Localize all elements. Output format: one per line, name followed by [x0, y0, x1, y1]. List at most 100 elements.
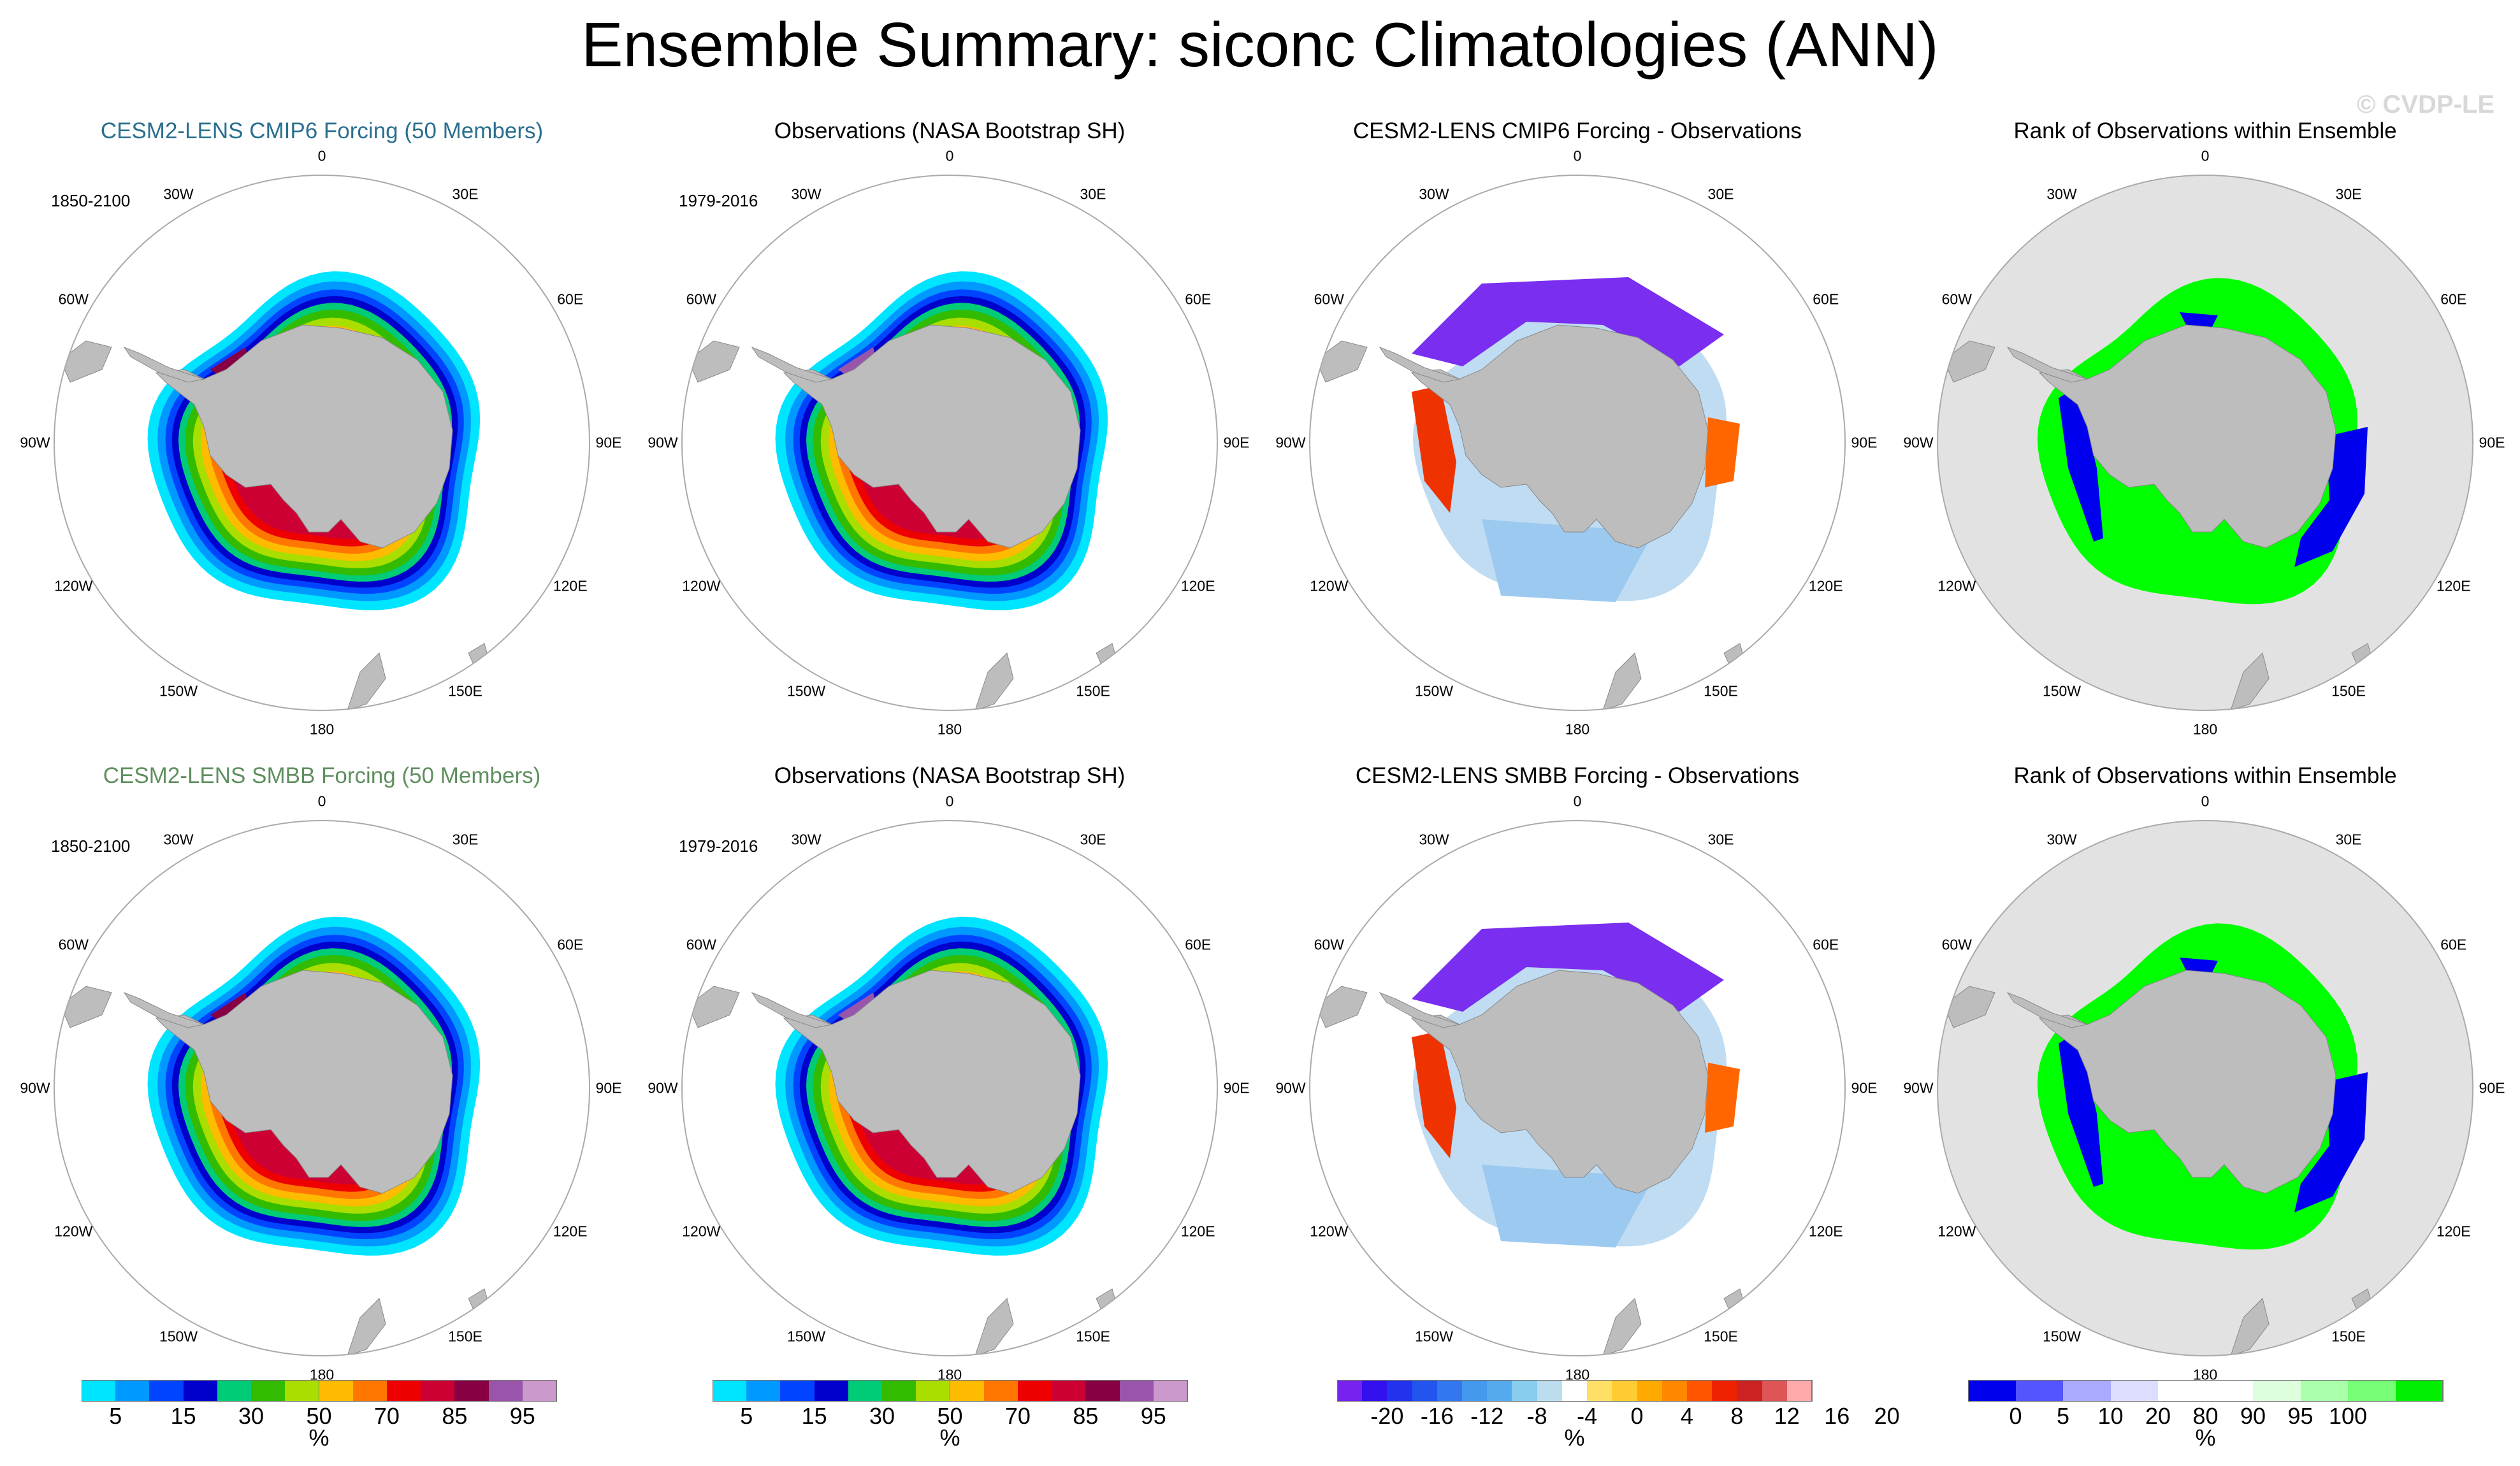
diff-positive-region	[1412, 385, 1456, 513]
longitude-label: 0	[2201, 793, 2210, 810]
colorbar-swatch	[1662, 1380, 1688, 1402]
colorbar-tick-label: 12	[1774, 1403, 1800, 1429]
colorbar-tick-label: -4	[1577, 1403, 1598, 1429]
longitude-label: 150E	[448, 1328, 482, 1345]
longitude-label: 180	[2192, 721, 2218, 738]
colorbar-swatch	[950, 1380, 985, 1402]
tasmania	[1723, 643, 1745, 668]
rank-low-region	[2059, 1031, 2103, 1187]
south-america-tip	[688, 340, 740, 383]
longitude-label: 60W	[686, 291, 716, 308]
colorbar-tick-label: 10	[2097, 1403, 2124, 1429]
colorbar-tick-label: 100	[2328, 1403, 2368, 1429]
map-boundary	[54, 175, 590, 711]
main-title: Ensemble Summary: siconc Climatologies (…	[581, 10, 1939, 80]
longitude-label: 90E	[2479, 434, 2505, 451]
colorbar-tick-label: 95	[509, 1403, 535, 1429]
colorbar-swatch	[115, 1380, 150, 1402]
tasmania	[468, 1288, 489, 1313]
panel-title: CESM2-LENS CMIP6 Forcing - Observations	[1352, 119, 1802, 143]
rank-low-region	[2059, 385, 2103, 542]
longitude-label: 90W	[648, 434, 678, 451]
tasmania	[1723, 1288, 1745, 1313]
polar-map-clim	[54, 820, 590, 1356]
colorbar-swatch	[386, 1380, 422, 1402]
antarctic-peninsula	[1379, 991, 1461, 1028]
longitude-label: 90W	[1903, 434, 1934, 451]
longitude-label: 150W	[786, 1328, 826, 1345]
longitude-label: 0	[1573, 147, 1582, 164]
panel-title: Observations (NASA Bootstrap SH)	[774, 119, 1126, 143]
antarctic-peninsula	[751, 346, 833, 383]
colorbar-tick-label: 5	[740, 1403, 753, 1429]
colorbar-tick-label: -8	[1526, 1403, 1547, 1429]
longitude-label: 60E	[557, 936, 584, 953]
longitude-label: 0	[2201, 147, 2210, 164]
colorbar-tick-label: 16	[1824, 1403, 1850, 1429]
colorbar-swatch	[319, 1380, 354, 1402]
diff-positive-region	[1412, 1031, 1456, 1158]
colorbar-swatch	[983, 1380, 1018, 1402]
colorbar-tick-label: 30	[869, 1403, 895, 1429]
polar-map-diff	[1309, 175, 1846, 711]
map-boundary	[1937, 175, 2473, 711]
colorbar-swatch	[82, 1380, 117, 1402]
south-america-tip	[1315, 986, 1368, 1028]
colorbar-tick-label: 95	[1140, 1403, 1166, 1429]
colorbar-swatch	[183, 1380, 218, 1402]
longitude-label: 120E	[1808, 577, 1843, 594]
colorbar-tick-label: 20	[2145, 1403, 2171, 1429]
colorbar-tick-label: -16	[1420, 1403, 1454, 1429]
map-boundary	[1309, 175, 1846, 711]
longitude-label: 60W	[1314, 291, 1344, 308]
antarctic-peninsula	[2006, 346, 2089, 383]
year-range: 1979-2016	[679, 191, 758, 210]
colorbar-tick-label: 15	[170, 1403, 196, 1429]
longitude-label: 90W	[1903, 1079, 1934, 1096]
longitude-label: 30E	[2335, 185, 2362, 203]
colorbar-tick-label: 95	[2287, 1403, 2314, 1429]
longitude-label: 180	[937, 721, 962, 738]
colorbar-swatch	[454, 1380, 489, 1402]
longitude-label: 150E	[2331, 682, 2366, 700]
colorbar-swatch	[217, 1380, 252, 1402]
panel-title: Rank of Observations within Ensemble	[2013, 119, 2397, 143]
colorbar-clim-1: 5 15 30 50 70 85 95%	[82, 1380, 557, 1456]
colorbar-tick-label: 15	[801, 1403, 827, 1429]
colorbar-tick-label: 85	[442, 1403, 468, 1429]
longitude-label: 0	[1573, 793, 1582, 810]
longitude-label: 30E	[452, 831, 479, 848]
colorbar-swatch	[2205, 1380, 2254, 1402]
polar-map-rank	[1937, 175, 2473, 711]
south-america-tip	[60, 340, 112, 383]
longitude-label: 90E	[1851, 1079, 1878, 1096]
colorbar-swatch	[149, 1380, 184, 1402]
colorbar-tick-label: 85	[1073, 1403, 1099, 1429]
rank-low-region	[2180, 312, 2218, 328]
longitude-label: 150E	[1076, 1328, 1110, 1345]
colorbar-swatch	[2158, 1380, 2206, 1402]
colorbar-swatch	[713, 1380, 748, 1402]
antarctic-peninsula	[123, 346, 205, 383]
longitude-label: 150W	[2042, 682, 2082, 700]
colorbar-swatch	[1017, 1380, 1053, 1402]
colorbar-swatch	[1337, 1380, 1363, 1402]
colorbar-swatch	[1968, 1380, 2017, 1402]
antarctic-peninsula	[123, 991, 205, 1028]
longitude-label: 180	[1565, 721, 1590, 738]
new-zealand	[1602, 1298, 1642, 1356]
longitude-label: 60W	[686, 936, 716, 953]
colorbar-tick-label: 5	[109, 1403, 122, 1429]
longitude-label: 90W	[648, 1079, 678, 1096]
diff-positive-region	[1705, 417, 1740, 487]
south-america-tip	[1315, 340, 1368, 383]
colorbar-tick-label: 0	[2009, 1403, 2022, 1429]
longitude-label: 150W	[1414, 682, 1454, 700]
year-range: 1850-2100	[51, 837, 131, 856]
colorbar-swatch	[1387, 1380, 1413, 1402]
longitude-label: 0	[945, 147, 954, 164]
longitude-label: 150E	[1076, 682, 1110, 700]
longitude-label: 90E	[1223, 434, 1250, 451]
colorbar-swatch	[1085, 1380, 1120, 1402]
longitude-label: 150W	[1414, 1328, 1454, 1345]
